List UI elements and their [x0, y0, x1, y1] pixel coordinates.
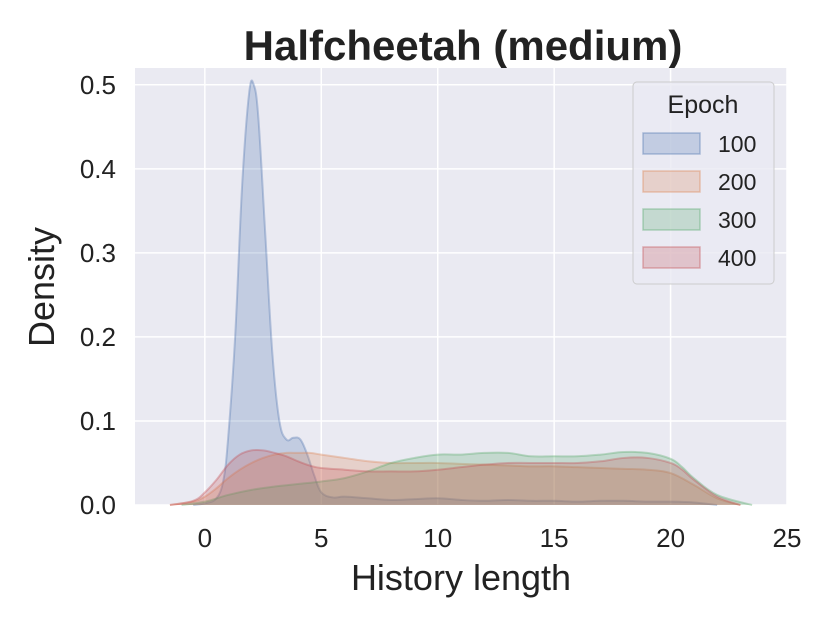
x-tick-label: 5	[314, 523, 328, 553]
x-tick-label: 15	[540, 523, 569, 553]
y-axis-label: Density	[21, 227, 62, 347]
x-tick-label: 20	[656, 523, 685, 553]
series-100-area	[193, 80, 718, 505]
series-400-line	[169, 448, 741, 506]
x-tick-label: 0	[198, 523, 212, 553]
series-400-area	[169, 449, 741, 505]
x-axis-ticks: 0 5 10 15 20 25	[198, 523, 802, 553]
x-tick-label: 10	[423, 523, 452, 553]
y-axis-ticks: 0.0 0.1 0.2 0.3 0.4 0.5	[80, 70, 116, 520]
y-tick-label: 0.3	[80, 238, 116, 268]
series-300-area	[181, 451, 753, 505]
series-300-line	[181, 450, 753, 506]
legend-title: Epoch	[668, 91, 739, 119]
legend-items: 100 200 300 400	[642, 131, 756, 271]
y-tick-label: 0.0	[80, 490, 116, 520]
legend-swatch-400	[642, 246, 701, 269]
legend-swatch-100	[642, 132, 701, 155]
y-tick-label: 0.2	[80, 322, 116, 352]
y-tick-label: 0.1	[80, 406, 116, 436]
series-200-line	[169, 451, 741, 506]
series-100-line	[193, 79, 718, 506]
legend-label-100: 100	[718, 131, 756, 157]
x-tick-label: 25	[773, 523, 802, 553]
legend-label-200: 200	[718, 169, 756, 195]
legend: Epoch 100 200 300 400	[632, 81, 775, 285]
legend-box	[632, 81, 775, 285]
legend-swatch-200	[642, 170, 701, 193]
y-tick-label: 0.5	[80, 70, 116, 100]
series-layer	[169, 79, 753, 506]
series-200-area	[169, 452, 741, 505]
legend-swatch-300	[642, 208, 701, 231]
chart-title: Halfcheetah (medium)	[244, 22, 683, 69]
y-tick-label: 0.4	[80, 154, 116, 184]
x-axis-label: History length	[351, 557, 571, 598]
legend-label-400: 400	[718, 245, 756, 271]
legend-label-300: 300	[718, 207, 756, 233]
